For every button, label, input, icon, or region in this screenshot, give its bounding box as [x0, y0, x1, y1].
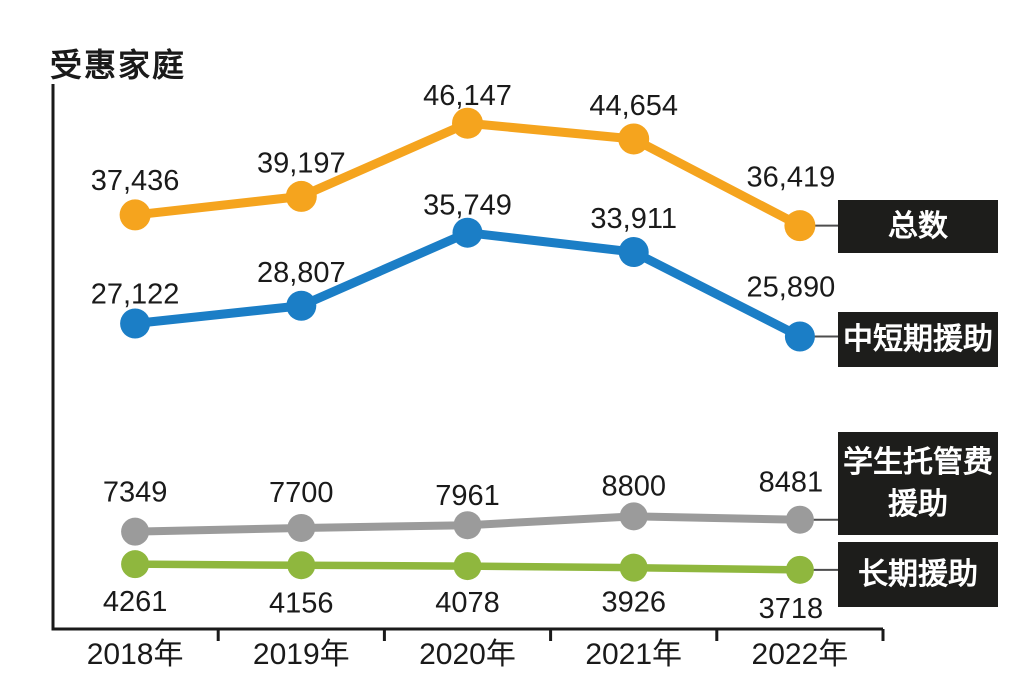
data-point-total [452, 107, 483, 139]
data-label-total: 37,436 [91, 165, 180, 197]
data-label-long-term-aid: 4156 [269, 587, 334, 619]
data-point-mid-short-term-aid [784, 321, 815, 352]
x-axis-label: 2020年 [419, 638, 516, 671]
data-point-long-term-aid [121, 550, 150, 579]
data-label-mid-short-term-aid: 35,749 [423, 190, 512, 222]
data-point-student-care-fee-aid [785, 505, 814, 534]
data-label-student-care-fee-aid: 7961 [435, 480, 500, 512]
data-point-mid-short-term-aid [452, 217, 483, 248]
data-point-student-care-fee-aid [121, 517, 150, 546]
legend-box-mid-short-term-aid: 中短期援助 [838, 312, 998, 367]
data-label-student-care-fee-aid: 8800 [601, 470, 666, 502]
data-label-mid-short-term-aid: 25,890 [747, 271, 836, 303]
data-point-student-care-fee-aid [453, 511, 482, 540]
data-label-long-term-aid: 4078 [435, 587, 500, 619]
legend-label-mid-short-term-aid: 中短期援助 [843, 322, 993, 356]
data-point-student-care-fee-aid [287, 513, 316, 542]
data-label-student-care-fee-aid: 7700 [269, 477, 334, 509]
data-point-total [784, 210, 816, 242]
legend-label-total: 总数 [888, 209, 948, 243]
axis-frame [51, 84, 883, 631]
x-axis-label: 2018年 [87, 638, 184, 671]
legend-box-long-term-aid: 长期援助 [838, 542, 998, 607]
data-label-long-term-aid: 4261 [103, 586, 168, 618]
data-point-total [119, 199, 151, 231]
data-point-total [618, 123, 650, 155]
chart-title: 受惠家庭 [50, 47, 187, 83]
x-axis-label: 2022年 [752, 638, 849, 671]
legend-label-student-care-fee-aid: 学生托管费 援助 [843, 445, 993, 521]
legend-box-student-care-fee-aid: 学生托管费 援助 [838, 432, 998, 535]
data-point-total [285, 180, 317, 212]
legend-box-total: 总数 [838, 200, 998, 253]
data-label-total: 39,197 [257, 147, 346, 179]
data-label-mid-short-term-aid: 27,122 [91, 279, 180, 311]
x-axis-label: 2021年 [585, 638, 682, 671]
data-point-student-care-fee-aid [619, 502, 648, 531]
data-point-mid-short-term-aid [286, 290, 317, 321]
data-point-long-term-aid [287, 551, 316, 580]
data-label-total: 36,419 [747, 162, 836, 194]
data-point-mid-short-term-aid [618, 237, 649, 268]
series-line-mid-short-term-aid [130, 228, 805, 341]
data-point-long-term-aid [785, 555, 814, 584]
data-point-long-term-aid [453, 552, 482, 581]
data-label-mid-short-term-aid: 28,807 [257, 257, 346, 289]
data-label-student-care-fee-aid: 8481 [759, 467, 824, 499]
data-label-student-care-fee-aid: 7349 [103, 477, 168, 509]
data-label-total: 44,654 [589, 90, 678, 122]
data-label-total: 46,147 [423, 80, 512, 112]
legend-label-long-term-aid: 长期援助 [858, 557, 978, 591]
data-point-mid-short-term-aid [120, 308, 151, 339]
data-point-long-term-aid [619, 553, 648, 582]
data-label-long-term-aid: 3718 [759, 593, 824, 625]
x-axis-label: 2019年 [253, 638, 350, 671]
data-label-mid-short-term-aid: 33,911 [590, 203, 677, 235]
data-label-long-term-aid: 3926 [601, 587, 666, 619]
